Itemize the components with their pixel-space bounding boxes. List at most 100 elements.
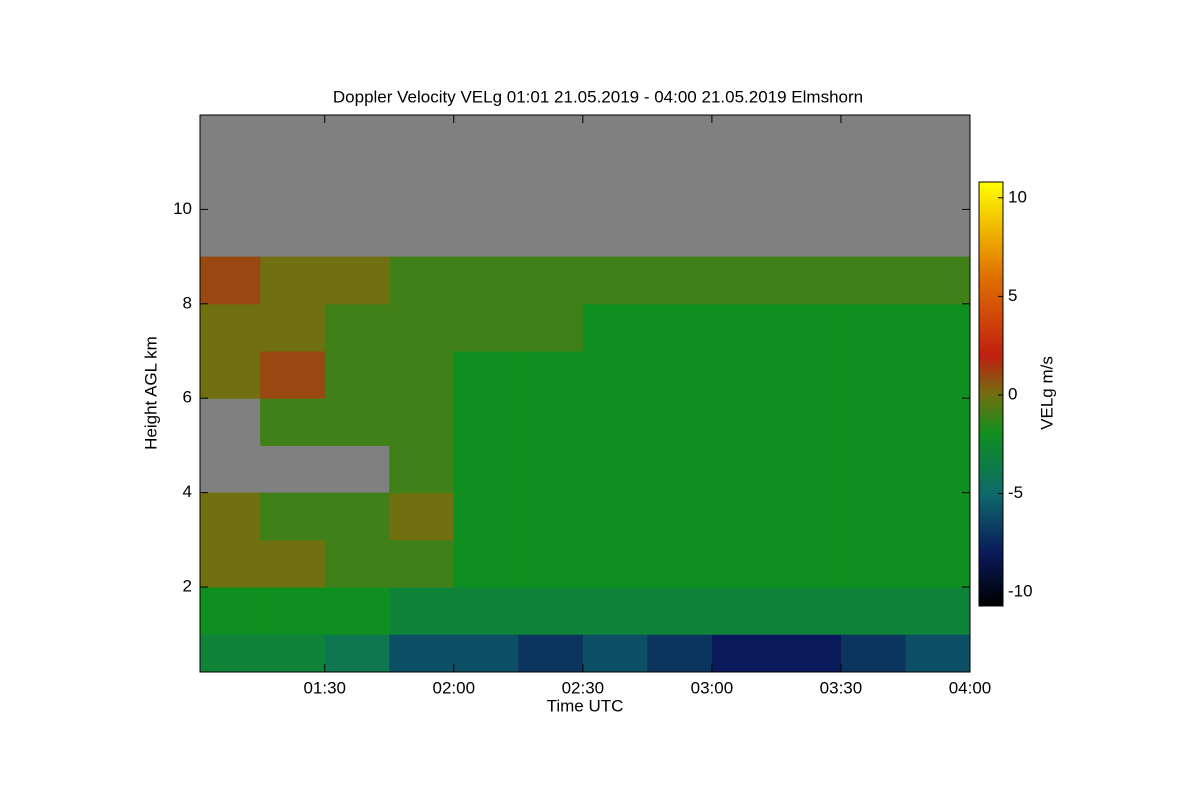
heatmap-cell bbox=[453, 303, 519, 352]
x-axis-label: Time UTC bbox=[547, 696, 624, 715]
heatmap-cell bbox=[582, 398, 648, 446]
heatmap-cell bbox=[389, 634, 455, 673]
heatmap-cell bbox=[260, 539, 326, 588]
heatmap-cell bbox=[324, 587, 390, 635]
heatmap-cell bbox=[647, 539, 713, 588]
heatmap-cell bbox=[324, 398, 390, 446]
heatmap-cell bbox=[711, 303, 777, 352]
heatmap-cell bbox=[582, 587, 648, 635]
heatmap-cell bbox=[200, 256, 261, 305]
heatmap-cell bbox=[840, 587, 906, 635]
heatmap-cell bbox=[905, 256, 971, 305]
heatmap-cell bbox=[776, 445, 842, 494]
heatmap-cell bbox=[840, 492, 906, 541]
heatmap-cell bbox=[389, 445, 455, 494]
heatmap-cell bbox=[776, 587, 842, 635]
heatmap-cell bbox=[905, 492, 971, 541]
heatmap-cell bbox=[518, 303, 584, 352]
x-tick-label: 03:00 bbox=[691, 678, 734, 697]
heatmap-cell bbox=[518, 539, 584, 588]
heatmap-cell bbox=[200, 634, 261, 673]
heatmap-cell bbox=[647, 256, 713, 305]
x-tick-label: 02:00 bbox=[433, 678, 476, 697]
colorbar-tick-label: 10 bbox=[1008, 187, 1027, 206]
heatmap-cell bbox=[905, 539, 971, 588]
heatmap-cell bbox=[582, 303, 648, 352]
heatmap-cell bbox=[647, 445, 713, 494]
y-tick-label: 6 bbox=[183, 388, 192, 407]
y-tick-label: 10 bbox=[173, 199, 192, 218]
heatmap-cell bbox=[453, 351, 519, 399]
colorbar bbox=[978, 181, 1004, 607]
heatmap-cell bbox=[840, 351, 906, 399]
heatmap-cell bbox=[905, 445, 971, 494]
heatmap-cell bbox=[324, 539, 390, 588]
heatmap-cell bbox=[711, 445, 777, 494]
heatmap-cell bbox=[776, 398, 842, 446]
colorbar-tick-label: 0 bbox=[1008, 384, 1017, 403]
heatmap-cell bbox=[582, 256, 648, 305]
heatmap-cell bbox=[260, 492, 326, 541]
colorbar-tick-label: -5 bbox=[1008, 483, 1023, 502]
heatmap-cell bbox=[582, 351, 648, 399]
heatmap-cell bbox=[324, 634, 390, 673]
heatmap-cell bbox=[389, 351, 455, 399]
heatmap-cell bbox=[260, 303, 326, 352]
heatmap-cell bbox=[840, 303, 906, 352]
heatmap-cell bbox=[260, 634, 326, 673]
heatmap-cell bbox=[711, 634, 777, 673]
heatmap-cell bbox=[582, 492, 648, 541]
heatmap-cell bbox=[389, 303, 455, 352]
heatmap-cell bbox=[905, 303, 971, 352]
heatmap-cell bbox=[324, 351, 390, 399]
heatmap-cell bbox=[453, 587, 519, 635]
y-tick-label: 2 bbox=[183, 577, 192, 596]
heatmap-cell bbox=[905, 398, 971, 446]
heatmap-cell bbox=[840, 445, 906, 494]
heatmap-cell bbox=[453, 492, 519, 541]
heatmap-cell bbox=[453, 445, 519, 494]
heatmap-cell bbox=[200, 539, 261, 588]
x-tick-label: 04:00 bbox=[949, 678, 992, 697]
heatmap-cell bbox=[453, 539, 519, 588]
heatmap-cell bbox=[840, 398, 906, 446]
heatmap-cell bbox=[647, 303, 713, 352]
heatmap-cell bbox=[776, 303, 842, 352]
heatmap-cell bbox=[711, 256, 777, 305]
heatmap-cell bbox=[840, 539, 906, 588]
heatmap-cell bbox=[711, 539, 777, 588]
plot-frame bbox=[199, 114, 971, 673]
heatmap-cell bbox=[389, 587, 455, 635]
heatmap-cell bbox=[453, 398, 519, 446]
heatmap-cell bbox=[647, 398, 713, 446]
heatmap-cell bbox=[647, 634, 713, 673]
heatmap-cell bbox=[453, 634, 519, 673]
heatmap-cell bbox=[389, 256, 455, 305]
colorbar-tick-label: -10 bbox=[1008, 582, 1033, 601]
heatmap-cell bbox=[518, 398, 584, 446]
heatmap-cell bbox=[776, 492, 842, 541]
heatmap-cell bbox=[518, 445, 584, 494]
heatmap-cell bbox=[776, 351, 842, 399]
heatmap-cell bbox=[200, 303, 261, 352]
heatmap-cell bbox=[389, 398, 455, 446]
heatmap-cell bbox=[518, 256, 584, 305]
heatmap-cell bbox=[711, 351, 777, 399]
heatmap-cell bbox=[582, 539, 648, 588]
heatmap-cell bbox=[711, 398, 777, 446]
heatmap-cell bbox=[389, 539, 455, 588]
heatmap-cell bbox=[776, 539, 842, 588]
heatmap-cell bbox=[905, 587, 971, 635]
heatmap-cell bbox=[711, 587, 777, 635]
heatmap-cell bbox=[905, 634, 971, 673]
heatmap-cell bbox=[260, 256, 326, 305]
heatmap-cell bbox=[647, 587, 713, 635]
heatmap-cell bbox=[260, 398, 326, 446]
heatmap-cell bbox=[518, 587, 584, 635]
heatmap-cell bbox=[905, 351, 971, 399]
heatmap-cell bbox=[776, 634, 842, 673]
heatmap-cell bbox=[518, 492, 584, 541]
heatmap-cell bbox=[840, 256, 906, 305]
heatmap-cell bbox=[582, 445, 648, 494]
